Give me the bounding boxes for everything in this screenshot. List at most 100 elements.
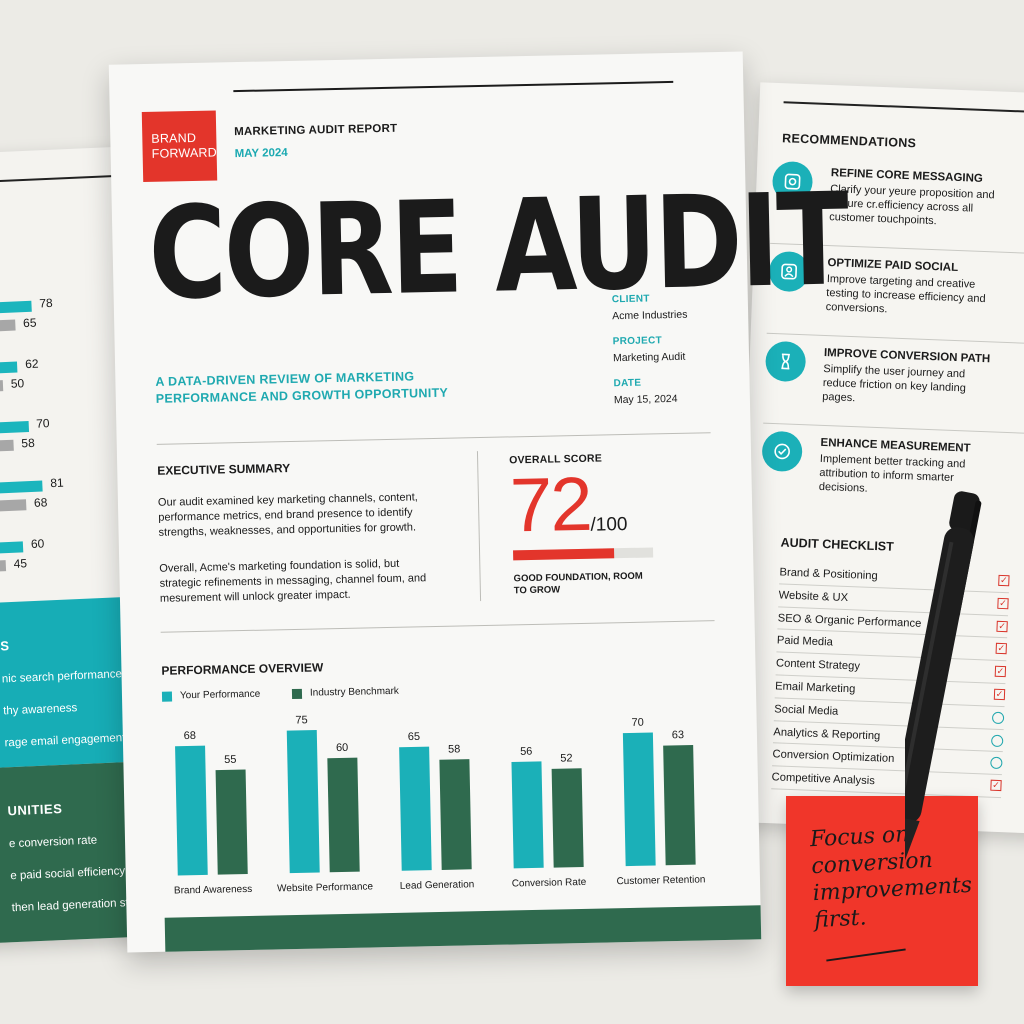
left-bar-benchmark — [0, 499, 27, 514]
checklist-item-label: Competitive Analysis — [771, 771, 876, 788]
chart-data-label: 60 — [336, 742, 348, 754]
left-bar-benchmark-value: 50 — [10, 376, 25, 391]
overall-score-max: /100 — [590, 513, 628, 536]
left-bar-row: 70 58 — [0, 416, 126, 466]
checklist-item-label: Conversion Optimization — [772, 748, 895, 766]
core-audit-report: BRAND FORWARD MARKETING AUDIT REPORT MAY… — [108, 51, 848, 953]
meta-value: Marketing Audit — [612, 350, 686, 365]
recommendations-title: RECOMMENDATIONS — [781, 131, 917, 151]
sticky-note-underline — [826, 948, 906, 962]
chart-bar — [551, 768, 584, 868]
recommendation-desc: Simplify the user journey and reduce fri… — [822, 362, 967, 404]
footer-band — [164, 905, 762, 952]
executive-summary-heading: EXECUTIVE SUMMARY — [157, 461, 291, 478]
document-date: MAY 2024 — [234, 147, 288, 161]
target-icon — [771, 160, 814, 203]
chart-data-label: 52 — [560, 752, 572, 764]
left-bar-benchmark-value: 58 — [21, 435, 36, 451]
chart-data-label: 56 — [520, 746, 532, 758]
client-meta: CLIENT Acme Industries — [611, 293, 688, 323]
chart-category-label: Brand Awareness — [174, 884, 252, 897]
performance-bar-chart: 68 55 Brand Awareness 75 60 Website Performan… — [174, 714, 706, 897]
chart-bar — [175, 745, 208, 876]
overall-score-value: 72 — [509, 461, 592, 549]
checklist-item-label: Content Strategy — [775, 657, 861, 673]
left-bar-benchmark-value: 65 — [22, 315, 37, 331]
check-circle-icon — [761, 430, 803, 473]
chart-category-label: Customer Retention — [616, 874, 705, 887]
report-subtitle: A DATA-DRIVEN REVIEW OF MARKETING PERFOR… — [155, 369, 449, 406]
recommendation-title: REFINE CORE MESSAGING — [830, 167, 984, 185]
left-bar-row: 60 45 — [0, 536, 132, 586]
hourglass-icon — [764, 340, 807, 383]
checklist-item-label: Brand & Positioning — [779, 566, 878, 583]
chart-bar — [663, 744, 696, 866]
date-meta: DATE May 15, 2024 — [613, 377, 677, 407]
document-type: MARKETING AUDIT REPORT — [234, 122, 398, 139]
left-bar-row: 62 50 — [0, 357, 124, 406]
score-progress-bar — [513, 547, 654, 561]
score-note: GOOD FOUNDATION, ROOM TO GROW — [513, 570, 643, 597]
legend-swatch — [291, 688, 303, 699]
recommendation-desc: Improve targeting and creative testing t… — [825, 273, 986, 315]
section-divider — [156, 432, 711, 445]
recommendation-title: ENHANCE MEASUREMENT — [820, 436, 971, 455]
checklist-item-label: SEO & Organic Performance — [777, 611, 922, 630]
chart-category-label: Conversion Rate — [512, 877, 587, 890]
chart-data-label: 68 — [184, 730, 196, 742]
meta-label: PROJECT — [612, 335, 663, 348]
recommendation-item: IMPROVE CONVERSION PATH Simplify the use… — [763, 340, 1024, 440]
executive-summary-paragraph: Overall, Acme's marketing foundation is … — [159, 557, 427, 605]
left-bar-benchmark — [0, 439, 14, 454]
recommendations-sheet: RECOMMENDATIONS REFINE CORE MESSAGING Cl… — [731, 82, 1024, 834]
chart-bar — [399, 746, 432, 871]
chart-bar — [439, 759, 472, 870]
left-bar-benchmark-value: 68 — [33, 495, 48, 510]
meta-label: CLIENT — [611, 293, 650, 306]
left-bar-primary-value: 60 — [30, 536, 45, 552]
checklist-title: AUDIT CHECKLIST — [780, 535, 895, 554]
sticky-note: Focus on conversion improvements first. — [786, 796, 978, 986]
chart-data-label: 75 — [295, 714, 307, 726]
left-bar-primary — [0, 361, 18, 376]
project-meta: PROJECT Marketing Audit — [612, 335, 686, 365]
chart-bar — [622, 732, 656, 867]
left-sheet-rule — [0, 174, 119, 185]
chart-data-label: 55 — [224, 754, 236, 766]
chart-bar — [327, 757, 360, 873]
recommendation-item: OPTIMIZE PAID SOCIAL Improve targeting a… — [766, 250, 1024, 350]
recommendation-item: REFINE CORE MESSAGING Clarify your yeure… — [770, 160, 1024, 260]
legend-industry-benchmark: Industry Benchmark — [291, 685, 400, 699]
left-bar-primary — [0, 421, 29, 436]
left-bar-benchmark — [0, 380, 4, 394]
chart-bar — [215, 769, 248, 875]
left-bar-primary — [0, 541, 24, 556]
header-rule — [233, 80, 674, 93]
chart-category-label: Lead Generation — [400, 879, 475, 892]
left-bar-primary — [0, 480, 43, 496]
left-bar-row: 81 68 — [0, 475, 129, 526]
section-divider — [160, 620, 715, 633]
left-bar-benchmark — [0, 560, 6, 574]
recommendation-item: ENHANCE MEASUREMENT Implement better tra… — [760, 430, 1024, 530]
left-bar-primary — [0, 300, 32, 316]
logo-line: FORWARD — [151, 145, 218, 161]
right-sheet-rule — [783, 101, 1024, 115]
checklist-item-label: Social Media — [774, 703, 839, 718]
chart-data-label: 65 — [408, 731, 420, 743]
left-bar-primary-value: 81 — [50, 475, 64, 491]
chart-data-label: 63 — [672, 729, 684, 741]
score-progress-fill — [513, 548, 615, 561]
recommendation-desc: Clarify your yeure proposition and ensur… — [828, 183, 995, 227]
performance-overview-heading: PERFORMANCE OVERVIEW — [161, 660, 324, 678]
legend-swatch — [161, 691, 173, 702]
meta-value: Acme Industries — [612, 308, 688, 323]
legend-label: Industry Benchmark — [309, 685, 400, 699]
left-bar-primary-value: 70 — [35, 416, 50, 431]
checklist-item-label: Website & UX — [778, 589, 849, 604]
meta-label: DATE — [613, 377, 642, 390]
left-bar-primary-value: 78 — [39, 295, 53, 311]
legend-label: Your Performance — [179, 688, 261, 702]
brand-logo: BRAND FORWARD — [141, 110, 218, 183]
section-divider-vertical — [476, 451, 482, 602]
